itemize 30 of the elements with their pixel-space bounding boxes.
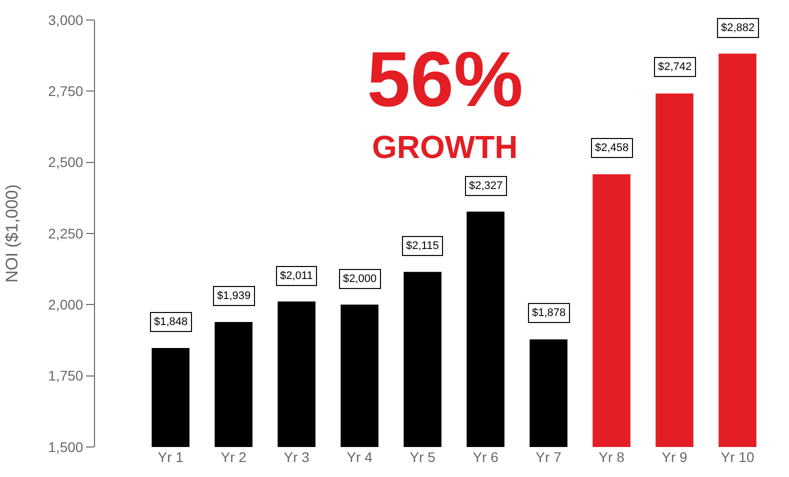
x-tick-label: Yr 4: [346, 449, 373, 465]
x-tick-label: Yr 10: [720, 449, 754, 465]
data-label: $1,939: [217, 290, 251, 302]
data-label: $2,327: [469, 180, 503, 192]
annotation: GROWTH: [372, 129, 518, 165]
y-tick-label: 1,750: [48, 368, 84, 384]
y-tick-label: 1,500: [48, 438, 84, 455]
data-label: $1,878: [532, 307, 566, 319]
data-label: $2,882: [721, 22, 755, 34]
y-tick-label: 3,000: [48, 12, 84, 28]
x-tick-label: Yr 7: [536, 449, 562, 465]
data-label: $1,848: [154, 316, 188, 328]
y-tick-label: 2,500: [48, 154, 84, 170]
x-tick-label: Yr 8: [598, 449, 625, 465]
data-label: $2,000: [343, 273, 377, 285]
x-tick-label: Yr 6: [472, 449, 499, 465]
y-tick-label: 2,000: [48, 296, 84, 313]
data-label: $2,742: [658, 61, 692, 73]
x-tick-label: Yr 2: [220, 449, 247, 465]
data-label: $2,011: [280, 270, 313, 282]
x-tick-label: Yr 3: [284, 449, 310, 465]
y-tick-label: 2,250: [48, 225, 84, 242]
x-tick-label: Yr 1: [158, 449, 184, 465]
data-label: $2,115: [406, 240, 439, 252]
x-tick-label: Yr 9: [662, 449, 688, 465]
y-axis-title: NOI ($1,000): [2, 184, 22, 283]
x-tick-label: Yr 5: [410, 449, 436, 465]
data-label: $2,458: [595, 142, 629, 154]
annotation: 56%: [367, 35, 524, 123]
y-tick-label: 2,750: [48, 83, 84, 100]
